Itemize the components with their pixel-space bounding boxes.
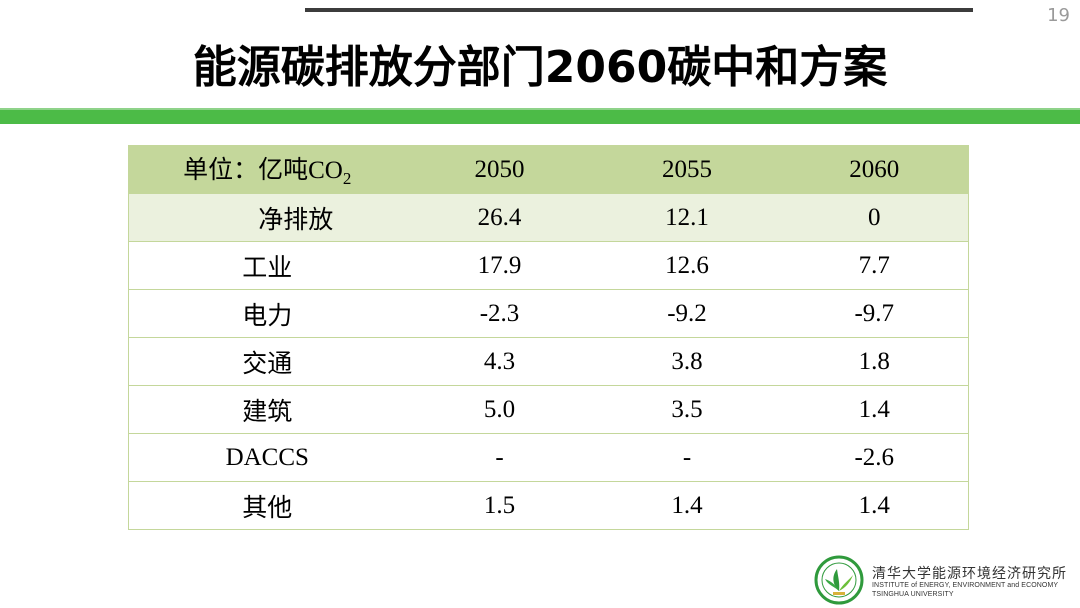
table-row: 工业 17.9 12.6 7.7 bbox=[128, 241, 969, 290]
column-header-2055: 2055 bbox=[593, 145, 781, 194]
cell-2060: -2.6 bbox=[780, 433, 969, 482]
cell-2055: 12.1 bbox=[593, 193, 781, 242]
cell-2055: 3.8 bbox=[593, 337, 781, 386]
unit-header: 单位：亿吨CO2 bbox=[128, 145, 406, 194]
cell-2055: - bbox=[593, 433, 781, 482]
cell-2060: 1.4 bbox=[780, 385, 969, 434]
cell-2050: 4.3 bbox=[405, 337, 594, 386]
row-label: 交通 bbox=[128, 337, 406, 386]
cell-2050: 17.9 bbox=[405, 241, 594, 290]
row-label: 工业 bbox=[128, 241, 406, 290]
column-header-2050: 2050 bbox=[405, 145, 594, 194]
logo-name-en: INSTITUTE of ENERGY, ENVIRONMENT and ECO… bbox=[872, 582, 1059, 589]
cell-2055: 3.5 bbox=[593, 385, 781, 434]
logo-name-cn: 清华大学能源环境经济研究所 bbox=[872, 565, 1067, 581]
table-header-row: 单位：亿吨CO2 2050 2055 2060 bbox=[128, 145, 969, 194]
cell-2055: -9.2 bbox=[593, 289, 781, 338]
table-row: 建筑 5.0 3.5 1.4 bbox=[128, 385, 969, 434]
logo-text: 清华大学能源环境经济研究所 INSTITUTE of ENERGY, ENVIR… bbox=[872, 565, 1071, 599]
row-label: 其他 bbox=[128, 481, 406, 530]
accent-bar bbox=[0, 108, 1080, 124]
table-row: 交通 4.3 3.8 1.8 bbox=[128, 337, 969, 386]
cell-2050: - bbox=[405, 433, 594, 482]
slide-title: 能源碳排放分部门2060碳中和方案 bbox=[192, 42, 888, 93]
top-rule bbox=[305, 8, 973, 12]
institute-logo: 清华大学能源环境经济研究所 INSTITUTE of ENERGY, ENVIR… bbox=[813, 555, 1071, 605]
cell-2060: 7.7 bbox=[780, 241, 969, 290]
table-row: DACCS - - -2.6 bbox=[128, 433, 969, 482]
unit-label: 单位：亿吨CO bbox=[183, 157, 343, 184]
column-header-2060: 2060 bbox=[780, 145, 969, 194]
row-label: 建筑 bbox=[128, 385, 406, 434]
cell-2060: 1.4 bbox=[780, 481, 969, 530]
cell-2050: -2.3 bbox=[405, 289, 594, 338]
cell-2050: 5.0 bbox=[405, 385, 594, 434]
cell-2060: 1.8 bbox=[780, 337, 969, 386]
sector-emissions-table: 单位：亿吨CO2 2050 2055 2060 净排放 26.4 12.1 0 … bbox=[128, 145, 969, 530]
cell-2060: 0 bbox=[780, 193, 969, 242]
row-label: 净排放 bbox=[128, 193, 406, 242]
cell-2055: 12.6 bbox=[593, 241, 781, 290]
table-row: 其他 1.5 1.4 1.4 bbox=[128, 481, 969, 530]
page-number: 19 bbox=[1047, 5, 1070, 26]
unit-subscript: 2 bbox=[342, 169, 352, 188]
cell-2055: 1.4 bbox=[593, 481, 781, 530]
row-label: DACCS bbox=[128, 433, 406, 482]
cell-2050: 26.4 bbox=[405, 193, 594, 242]
logo-university: TSINGHUA UNIVERSITY bbox=[872, 591, 954, 598]
row-label: 电力 bbox=[128, 289, 406, 338]
institute-emblem-icon bbox=[814, 555, 864, 605]
table-row: 电力 -2.3 -9.2 -9.7 bbox=[128, 289, 969, 338]
cell-2060: -9.7 bbox=[780, 289, 969, 338]
cell-2050: 1.5 bbox=[405, 481, 594, 530]
table-row: 净排放 26.4 12.1 0 bbox=[128, 193, 969, 242]
